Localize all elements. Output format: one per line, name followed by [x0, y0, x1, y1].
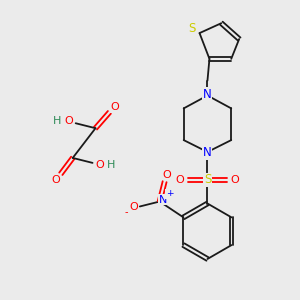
- Text: O: O: [130, 202, 138, 212]
- Text: O: O: [95, 160, 104, 170]
- Text: O: O: [52, 175, 60, 185]
- Text: O: O: [64, 116, 73, 126]
- Text: S: S: [188, 22, 195, 34]
- Text: N: N: [203, 146, 212, 160]
- Text: N: N: [203, 88, 212, 101]
- Text: +: +: [166, 189, 173, 198]
- Text: O: O: [231, 175, 240, 185]
- Text: -: -: [124, 207, 128, 218]
- Text: O: O: [110, 102, 119, 112]
- Text: H: H: [107, 160, 116, 170]
- Text: O: O: [175, 175, 184, 185]
- Text: N: N: [158, 194, 167, 205]
- Text: O: O: [162, 170, 171, 180]
- Text: H: H: [53, 116, 61, 126]
- Text: S: S: [204, 173, 211, 186]
